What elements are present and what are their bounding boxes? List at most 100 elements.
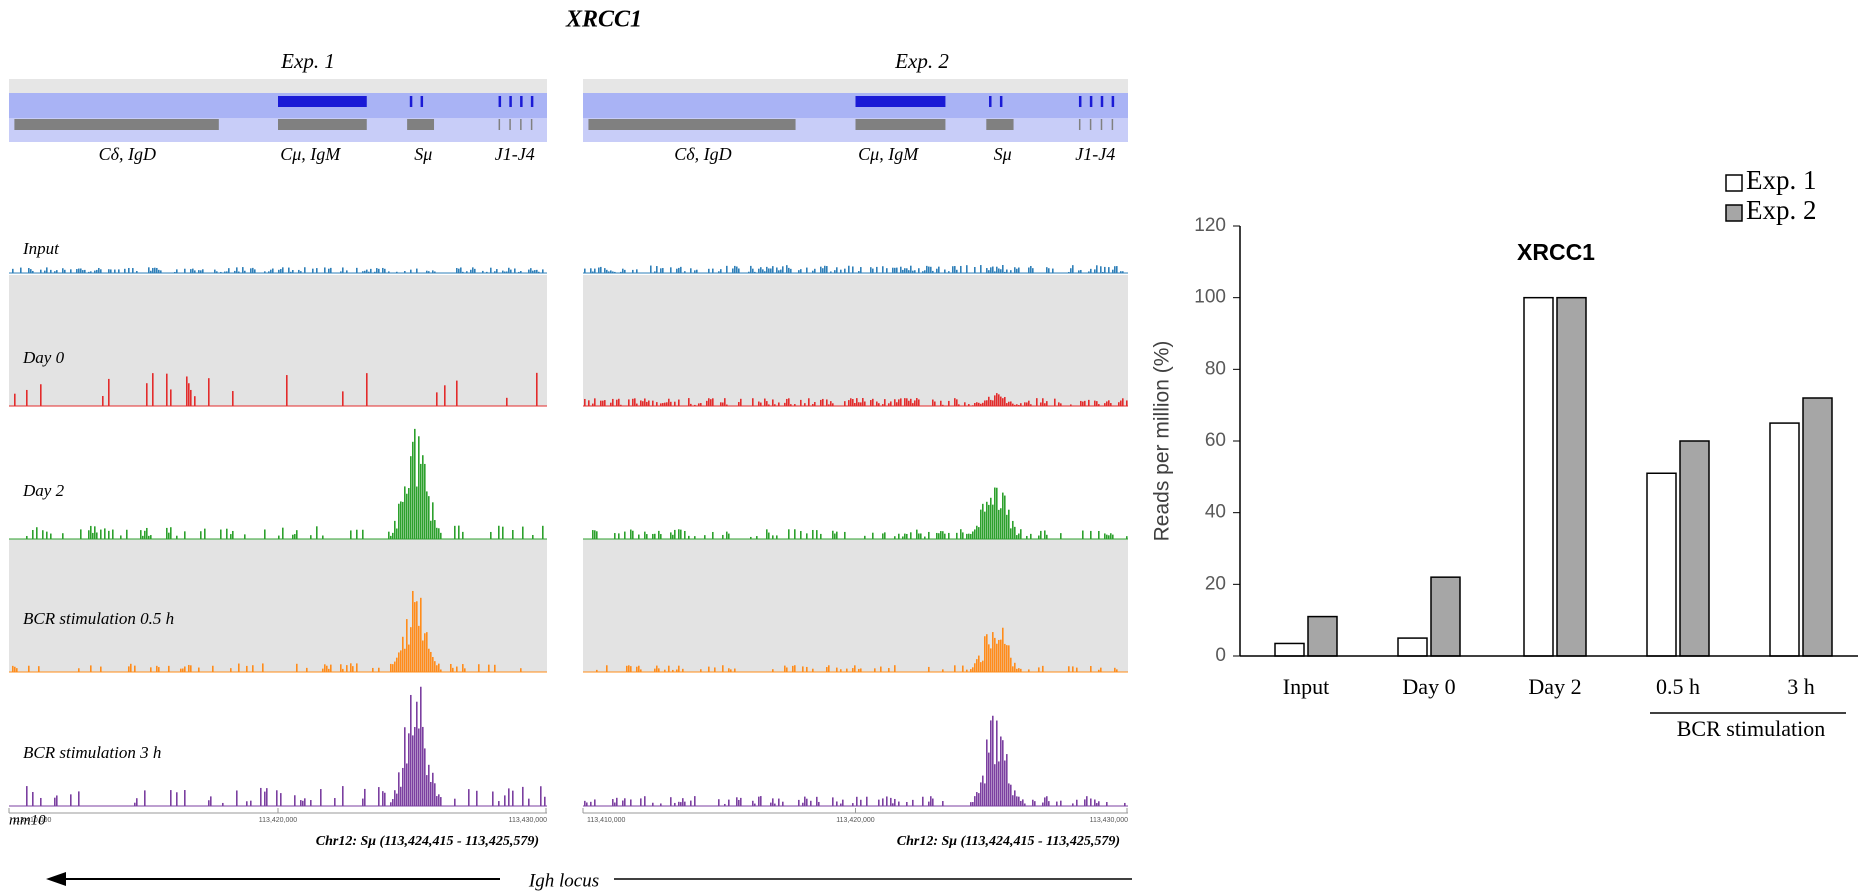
signal-bar <box>1004 496 1006 539</box>
signal-bar <box>84 270 86 273</box>
signal-bar <box>1098 531 1100 539</box>
signal-bar <box>828 404 830 406</box>
signal-bar <box>694 405 696 406</box>
signal-bar <box>134 803 136 806</box>
signal-bar <box>518 272 520 273</box>
signal-bar <box>158 270 160 273</box>
signal-bar <box>278 536 280 539</box>
signal-bar <box>364 789 366 806</box>
signal-bar <box>170 389 172 406</box>
signal-bar <box>606 270 608 273</box>
signal-bar <box>1046 796 1048 806</box>
signal-bar <box>924 537 926 539</box>
signal-bar <box>998 394 1000 406</box>
signal-bar <box>906 802 908 806</box>
signal-bar <box>198 668 200 672</box>
signal-bar <box>728 800 730 806</box>
signal-bar <box>940 401 942 406</box>
signal-bar <box>436 392 438 406</box>
signal-bar <box>1112 535 1114 539</box>
signal-bar <box>814 269 816 273</box>
signal-bar <box>694 270 696 273</box>
signal-bar <box>244 534 246 539</box>
signal-bar <box>152 268 154 273</box>
signal-bar <box>720 269 722 273</box>
track-background <box>583 275 1128 406</box>
signal-bar <box>978 403 980 406</box>
signal-bar <box>292 535 294 539</box>
signal-bar <box>394 662 396 672</box>
signal-bar <box>1026 536 1028 539</box>
signal-bar <box>92 533 94 539</box>
signal-bar <box>228 268 230 273</box>
signal-bar <box>296 530 298 539</box>
signal-bar <box>134 666 136 672</box>
signal-bar <box>892 268 894 273</box>
signal-bar <box>784 403 786 406</box>
signal-bar <box>882 404 884 406</box>
signal-bar <box>876 267 878 273</box>
signal-bar <box>760 403 762 406</box>
signal-bar <box>992 267 994 273</box>
signal-bar <box>392 664 394 672</box>
signal-bar <box>984 512 986 539</box>
signal-bar <box>1032 268 1034 273</box>
gene-label: J1-J4 <box>495 144 535 164</box>
signal-bar <box>626 666 628 672</box>
signal-bar <box>772 399 774 406</box>
signal-bar <box>1098 404 1100 406</box>
signal-bar <box>836 668 838 672</box>
signal-bar <box>426 632 428 672</box>
signal-bar <box>682 669 684 672</box>
signal-bar <box>612 799 614 806</box>
signal-bar <box>148 536 150 539</box>
signal-bar <box>62 268 64 273</box>
signal-bar <box>384 269 386 273</box>
signal-bar <box>1000 397 1002 406</box>
signal-bar <box>76 269 78 273</box>
signal-bar <box>222 803 224 806</box>
signal-bar <box>194 396 196 406</box>
bar <box>1308 617 1337 656</box>
signal-bar <box>922 271 924 273</box>
signal-bar <box>844 269 846 273</box>
signal-bar <box>398 772 400 806</box>
signal-bar <box>82 270 84 273</box>
signal-bar <box>652 803 654 806</box>
signal-bar <box>814 402 816 406</box>
signal-bar <box>892 803 894 806</box>
coordinate-label: 113,420,000 <box>259 817 298 824</box>
signal-bar <box>190 269 192 273</box>
signal-bar <box>894 665 896 672</box>
signal-bar <box>176 536 178 539</box>
signal-bar <box>100 269 102 273</box>
signal-bar <box>732 268 734 273</box>
exon-tick <box>531 96 534 107</box>
signal-bar <box>1070 404 1072 406</box>
signal-bar <box>350 530 352 539</box>
exon-tick <box>1079 119 1081 130</box>
signal-bar <box>690 268 692 273</box>
locus-arrowhead <box>46 872 66 886</box>
signal-bar <box>660 268 662 273</box>
signal-bar <box>224 272 226 273</box>
signal-bar <box>816 797 818 806</box>
signal-bar <box>660 403 662 406</box>
signal-bar <box>706 401 708 406</box>
signal-bar <box>80 269 82 273</box>
signal-bar <box>64 270 66 273</box>
signal-bar <box>678 400 680 406</box>
signal-bar <box>928 267 930 273</box>
signal-bar <box>200 270 202 273</box>
signal-bar <box>520 271 522 273</box>
signal-bar <box>966 534 968 539</box>
signal-bar <box>680 530 682 539</box>
signal-bar <box>798 270 800 273</box>
signal-bar <box>406 763 408 806</box>
signal-bar <box>624 798 626 806</box>
signal-bar <box>842 800 844 806</box>
signal-bar <box>1042 666 1044 672</box>
signal-bar <box>976 526 978 539</box>
signal-bar <box>750 266 752 273</box>
signal-bar <box>108 379 110 406</box>
